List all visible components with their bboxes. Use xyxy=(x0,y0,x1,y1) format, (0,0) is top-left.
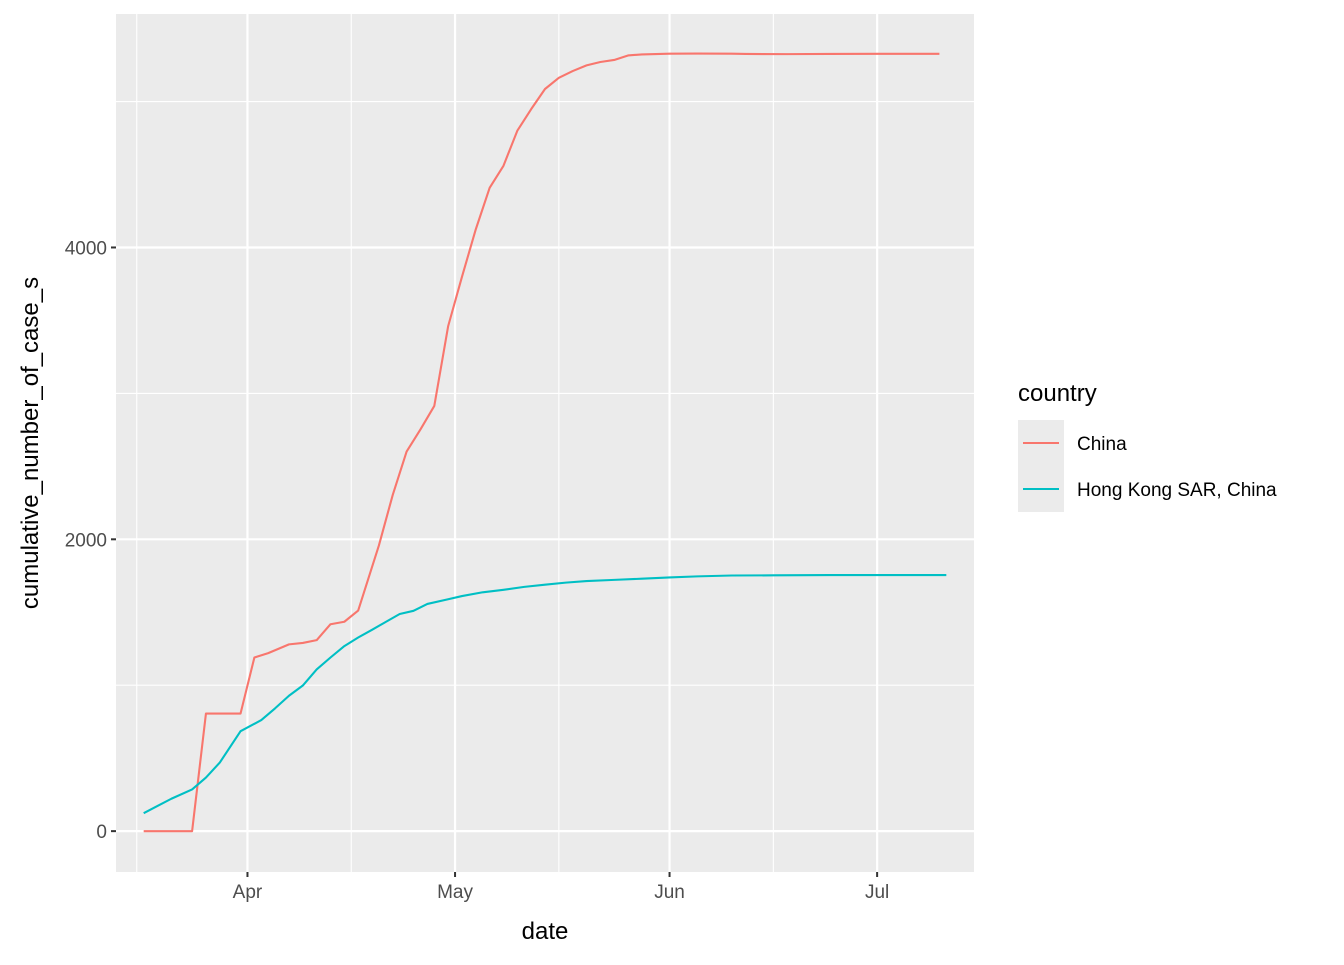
y-axis-title: cumulative_number_of_case_s xyxy=(17,277,44,609)
legend: country China Hong Kong SAR, China xyxy=(1018,380,1277,512)
legend-label: China xyxy=(1077,434,1127,455)
x-tick-label: Jun xyxy=(654,882,685,903)
y-tick-label: 4000 xyxy=(65,238,107,259)
axis-ticks xyxy=(111,246,879,877)
x-tick-label: May xyxy=(437,882,473,903)
y-tick-label: 0 xyxy=(96,822,107,843)
y-tick-label: 2000 xyxy=(65,530,107,551)
axis-tick-labels: 0 2000 4000 Apr May Jun Jul xyxy=(65,238,890,903)
legend-title: country xyxy=(1018,380,1097,407)
x-axis-title: date xyxy=(522,918,569,945)
legend-label: Hong Kong SAR, China xyxy=(1077,480,1277,501)
major-gridlines xyxy=(116,14,974,872)
series-line-hong-kong-sar-china xyxy=(143,574,947,815)
x-tick-label: Apr xyxy=(233,882,263,903)
legend-entries: China Hong Kong SAR, China xyxy=(1018,420,1277,512)
x-tick-label: Jul xyxy=(865,882,889,903)
series-layer xyxy=(143,52,947,833)
minor-gridlines xyxy=(116,14,974,872)
plot-panel xyxy=(116,14,974,872)
series-line-china xyxy=(143,52,940,833)
